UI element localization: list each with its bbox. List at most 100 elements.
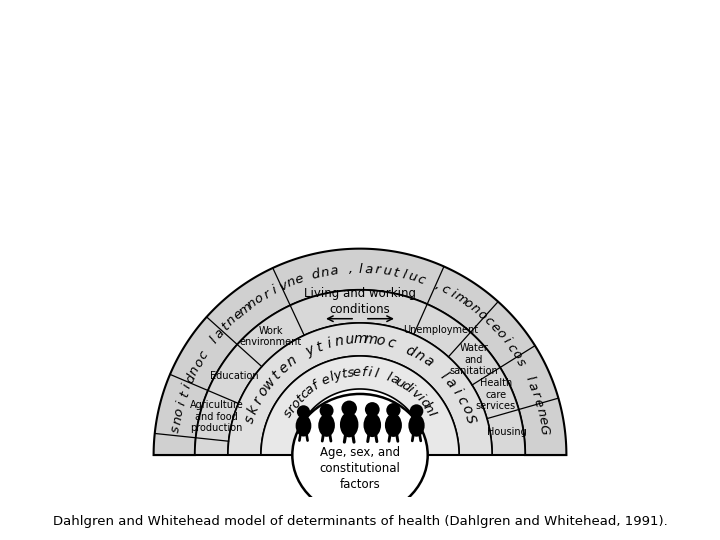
Text: e: e — [353, 366, 361, 379]
Text: e: e — [320, 372, 332, 388]
Text: k: k — [246, 403, 262, 416]
Text: s: s — [243, 414, 258, 425]
Text: m: m — [451, 290, 469, 308]
Text: d: d — [403, 343, 417, 359]
Text: n: n — [224, 313, 239, 328]
Text: l: l — [373, 367, 379, 381]
Text: a: a — [388, 372, 400, 388]
Text: i: i — [500, 335, 513, 346]
Text: c: c — [481, 314, 495, 328]
Text: v: v — [276, 279, 289, 294]
Text: t: t — [294, 392, 307, 405]
Text: a: a — [212, 326, 227, 341]
Text: c: c — [196, 348, 211, 361]
Circle shape — [297, 405, 310, 418]
Circle shape — [410, 404, 423, 418]
Text: m: m — [363, 332, 378, 348]
Text: n: n — [187, 363, 202, 377]
Ellipse shape — [364, 413, 381, 437]
Text: r: r — [374, 264, 381, 277]
Text: s: s — [346, 366, 354, 380]
Text: n: n — [284, 353, 300, 370]
Text: i: i — [270, 284, 279, 296]
Text: o: o — [192, 356, 207, 369]
Text: n: n — [412, 348, 427, 364]
Text: t: t — [341, 367, 348, 381]
Text: r: r — [261, 287, 273, 301]
Text: c: c — [504, 341, 519, 354]
Polygon shape — [261, 356, 459, 455]
Text: Education: Education — [210, 372, 258, 381]
Text: a: a — [364, 263, 373, 276]
Text: e: e — [531, 397, 546, 409]
Text: u: u — [382, 264, 392, 278]
Text: w: w — [261, 374, 279, 392]
Text: o: o — [375, 334, 386, 349]
Text: l: l — [437, 369, 450, 381]
Polygon shape — [228, 323, 492, 455]
Text: m: m — [354, 333, 366, 347]
Text: o: o — [458, 403, 474, 416]
Text: l: l — [328, 371, 336, 384]
Text: Agriculture
and food
production: Agriculture and food production — [189, 400, 243, 433]
Text: o: o — [461, 296, 475, 312]
Text: t: t — [315, 339, 325, 354]
Circle shape — [341, 401, 357, 416]
Ellipse shape — [408, 414, 425, 437]
Ellipse shape — [318, 414, 335, 437]
Text: n: n — [245, 296, 259, 312]
Text: Dahlgren and Whitehead model of determinants of health (Dahlgren and Whitehead, : Dahlgren and Whitehead model of determin… — [53, 515, 667, 528]
Ellipse shape — [292, 394, 428, 516]
Text: i: i — [414, 393, 426, 404]
Text: ,: , — [348, 263, 354, 276]
Text: u: u — [407, 269, 418, 284]
Text: n: n — [284, 275, 297, 290]
Text: t: t — [392, 266, 399, 280]
Text: i: i — [175, 400, 189, 407]
Circle shape — [386, 403, 400, 417]
Text: c: c — [415, 272, 426, 287]
Text: i: i — [367, 366, 372, 380]
Text: i: i — [449, 386, 464, 397]
Text: a: a — [442, 375, 459, 390]
Text: e: e — [293, 272, 305, 287]
Text: n: n — [334, 334, 345, 349]
Text: Health
care
services: Health care services — [476, 378, 516, 411]
Text: a: a — [302, 382, 317, 397]
Text: a: a — [328, 264, 338, 278]
Text: S: S — [462, 413, 478, 426]
Text: n: n — [468, 301, 482, 317]
Text: t: t — [177, 390, 192, 400]
Text: m: m — [236, 300, 254, 318]
Circle shape — [365, 402, 379, 417]
Text: o: o — [493, 326, 508, 341]
Text: l: l — [207, 335, 220, 346]
Text: t: t — [219, 321, 232, 334]
Text: e: e — [487, 320, 502, 334]
Text: e: e — [231, 307, 246, 322]
Text: Unemployment: Unemployment — [403, 326, 479, 335]
Text: e: e — [276, 360, 292, 376]
Text: o: o — [172, 406, 186, 417]
Text: o: o — [474, 307, 489, 322]
Text: y: y — [303, 343, 317, 359]
Text: c: c — [385, 336, 396, 352]
Text: n: n — [534, 406, 548, 417]
Text: n: n — [420, 401, 436, 415]
Text: I: I — [425, 409, 438, 419]
Polygon shape — [153, 248, 567, 455]
Text: r: r — [528, 390, 543, 400]
Text: i: i — [405, 383, 416, 396]
Text: i: i — [325, 336, 333, 351]
Text: d: d — [183, 372, 199, 385]
Text: u: u — [393, 375, 407, 390]
Text: l: l — [384, 371, 392, 384]
Text: y: y — [333, 368, 343, 383]
Text: v: v — [408, 387, 423, 401]
Text: ,: , — [433, 279, 442, 293]
Text: f: f — [309, 380, 320, 393]
Text: o: o — [509, 348, 524, 362]
Text: l: l — [523, 374, 536, 383]
Text: a: a — [420, 353, 436, 370]
Text: d: d — [398, 379, 413, 394]
